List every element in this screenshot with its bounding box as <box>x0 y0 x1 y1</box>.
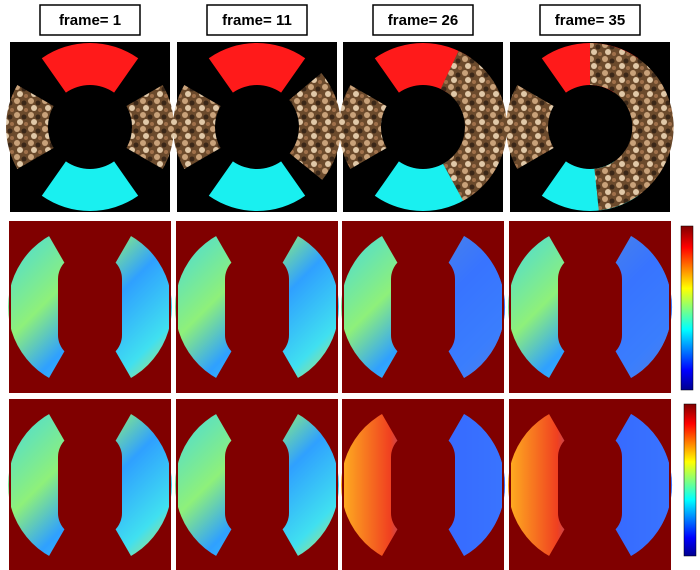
top-mask <box>548 401 632 485</box>
column: frame= 11 <box>173 4 342 570</box>
corner-mask <box>9 399 171 570</box>
label-box <box>206 4 308 36</box>
bottom-mask <box>548 485 632 569</box>
column: frame= 26 <box>339 4 507 570</box>
bottom-mask <box>215 307 299 391</box>
gravel-left <box>506 85 554 169</box>
top-mask <box>215 401 299 485</box>
gravel-left <box>6 85 54 169</box>
column: frame= 35 <box>506 4 674 570</box>
frame-label: frame= 35 <box>555 12 625 29</box>
label-box <box>372 4 474 36</box>
gravel-right <box>590 43 674 211</box>
column: frame= 1 <box>6 4 174 570</box>
cyan-sector <box>41 161 139 212</box>
top-mask <box>548 223 632 307</box>
label-box <box>539 4 641 36</box>
label-box <box>39 4 141 36</box>
frame-label: frame= 1 <box>59 12 121 29</box>
gravel-right <box>440 50 507 201</box>
frame-label: frame= 26 <box>388 12 458 29</box>
top-mask <box>215 223 299 307</box>
red-sector <box>41 42 139 93</box>
frame-label: frame= 11 <box>222 12 292 29</box>
top-mask <box>381 401 465 485</box>
bottom-mask <box>48 485 132 569</box>
bottom-mask <box>48 307 132 391</box>
top-mask <box>48 401 132 485</box>
bottom-mask <box>381 307 465 391</box>
bottom-mask <box>381 485 465 569</box>
cyan-sector <box>374 161 472 212</box>
corner-mask <box>9 221 171 393</box>
cyan-sector <box>208 161 306 212</box>
colorbar <box>683 403 697 557</box>
gravel-left <box>339 85 387 169</box>
bottom-mask <box>548 307 632 391</box>
top-mask <box>381 223 465 307</box>
corner-mask <box>509 221 671 393</box>
red-sector <box>208 42 306 93</box>
gravel-right <box>289 73 342 180</box>
gravel-right <box>126 85 174 169</box>
corner-mask <box>509 399 671 570</box>
corner-mask <box>342 399 504 570</box>
top-mask <box>48 223 132 307</box>
corner-mask <box>342 221 504 393</box>
gravel-left <box>173 85 221 169</box>
colorbar <box>680 225 694 391</box>
bottom-mask <box>215 485 299 569</box>
corner-mask <box>176 221 338 393</box>
corner-mask <box>176 399 338 570</box>
